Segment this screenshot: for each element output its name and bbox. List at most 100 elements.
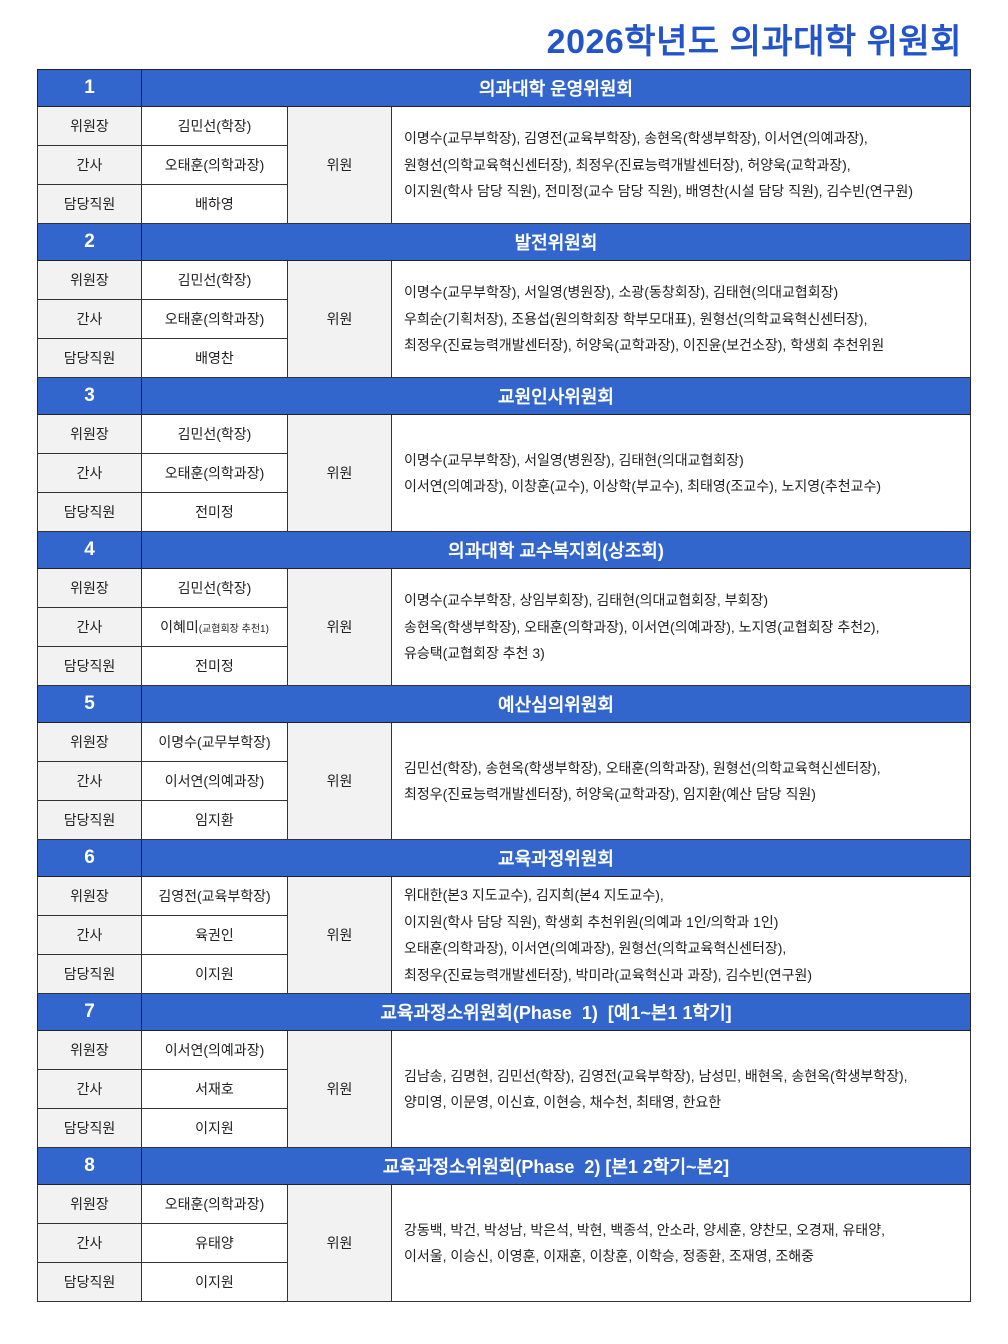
members-list: 김남송, 김명현, 김민선(학장), 김영전(교육부학장), 남성민, 배현옥,… [391, 1030, 971, 1148]
secretary-label: 간사 [37, 453, 142, 493]
committee-name: 의과대학 교수복지회(상조회) [141, 531, 971, 569]
members-line: 김남송, 김명현, 김민선(학장), 김영전(교육부학장), 남성민, 배현옥,… [404, 1067, 908, 1084]
chair-name: 김민선(학장) [141, 260, 288, 300]
committee-header: 4 의과대학 교수복지회(상조회) [37, 531, 971, 569]
staff-name: 이지원 [141, 954, 288, 994]
table-row: 간사 오태훈(의학과장) [37, 145, 971, 185]
secretary-name-text: 육권인 [195, 927, 234, 943]
staff-name: 전미정 [141, 492, 288, 532]
secretary-label: 간사 [37, 915, 142, 955]
secretary-label: 간사 [37, 607, 142, 647]
table-row: 담당직원 전미정 [37, 492, 971, 532]
chair-name-text: 이명수(교무부학장) [158, 734, 271, 750]
members-line: 이명수(교무부학장), 서일영(병원장), 소광(동창회장), 김태현(의대교협… [404, 284, 839, 301]
chair-label: 위원장 [37, 722, 142, 762]
secretary-name: 오태훈(의학과장) [141, 299, 288, 339]
members-list: 이명수(교무부학장), 서일영(병원장), 소광(동창회장), 김태현(의대교협… [391, 260, 971, 378]
table-row: 담당직원 배하영 [37, 184, 971, 224]
chair-name-text: 김민선(학장) [177, 118, 252, 134]
staff-name-text: 배영찬 [195, 350, 234, 366]
members-line: 양미영, 이문영, 이신효, 이현승, 채수천, 최태영, 한요한 [404, 1094, 722, 1110]
staff-label: 담당직원 [37, 646, 142, 686]
table-row: 위원장 김민선(학장) 위원 이명수(교무부학장), 서일영(병원장), 김태현(의대… [37, 414, 971, 532]
staff-name: 이지원 [141, 1262, 288, 1302]
members-line: 강동백, 박건, 박성남, 박은석, 박현, 백종석, 안소라, 양세훈, 양찬… [404, 1221, 885, 1238]
members-list: 김민선(학장), 송현옥(학생부학장), 오태훈(의학과장), 원형선(의학교육… [391, 722, 971, 840]
members-line: 이서울, 이승신, 이영훈, 이재훈, 이창훈, 이학승, 정종환, 조재영, … [404, 1248, 814, 1264]
members-list: 이명수(교무부학장), 김영전(교육부학장), 송현옥(학생부학장), 이서연(… [391, 106, 971, 224]
table-row: 담당직원 배영찬 [37, 338, 971, 378]
secretary-name: 서재호 [141, 1069, 288, 1109]
chair-name-text: 오태훈(의학과장) [164, 1196, 265, 1212]
table-row: 간사 오태훈(의학과장) [37, 453, 971, 493]
staff-name-text: 전미정 [195, 658, 234, 674]
table-row: 담당직원 전미정 [37, 646, 971, 686]
members-line: 이서연(의예과장), 이창훈(교수), 이상학(부교수), 최태영(조교수), … [404, 478, 882, 494]
secretary-name-text: 오태훈(의학과장) [164, 465, 265, 481]
staff-label: 담당직원 [37, 800, 142, 840]
secretary-name-text: 유태양 [195, 1235, 234, 1251]
secretary-name-text: 이서연(의예과장) [164, 773, 265, 789]
members-list: 이명수(교무부학장), 서일영(병원장), 김태현(의대교협회장) 이서연(의예과… [391, 414, 971, 532]
committee-header: 6 교육과정위원회 [37, 839, 971, 877]
committee-number: 5 [37, 685, 142, 723]
chair-label: 위원장 [37, 568, 142, 608]
secretary-label: 간사 [37, 299, 142, 339]
members-line: 유승택(교협회장 추천 3) [404, 645, 545, 662]
members-label: 위원 [287, 876, 392, 994]
table-row: 위원장 김민선(학장) 위원 이명수(교무부학장), 김영전(교육부학장), 송현옥(… [37, 106, 971, 224]
chair-name: 김민선(학장) [141, 568, 288, 608]
table-row: 간사 유태양 [37, 1223, 971, 1263]
table-row: 간사 서재호 [37, 1069, 971, 1109]
staff-name: 배영찬 [141, 338, 288, 378]
committee-header: 7 교육과정소위원회(Phase 1) [예1~본1 1학기] [37, 993, 971, 1031]
committee-header: 8 교육과정소위원회(Phase 2) [본1 2학기~본2] [37, 1147, 971, 1185]
members-line: 오태훈(의학과장), 이서연(의예과장), 원형선(의학교육혁신센터장), [404, 940, 787, 956]
table-row: 간사 이서연(의예과장) [37, 761, 971, 801]
secretary-name-text: 서재호 [195, 1081, 234, 1097]
staff-label: 담당직원 [37, 492, 142, 532]
members-line: 최정우(진료능력개발센터장), 허양욱(교학과장), 임지환(예산 담당 직원) [404, 786, 816, 802]
secretary-name-text: 오태훈(의학과장) [164, 311, 265, 327]
committee-number: 6 [37, 839, 142, 877]
staff-label: 담당직원 [37, 954, 142, 994]
chair-label: 위원장 [37, 106, 142, 146]
chair-name: 김영전(교육부학장) [141, 876, 288, 916]
members-label: 위원 [287, 106, 392, 224]
chair-label: 위원장 [37, 1030, 142, 1070]
committee-name: 발전위원회 [141, 223, 971, 261]
chair-name: 오태훈(의학과장) [141, 1184, 288, 1224]
secretary-label: 간사 [37, 761, 142, 801]
table-row: 간사 이혜미(교협회장 추천1) [37, 607, 971, 647]
secretary-name-text: 오태훈(의학과장) [164, 157, 265, 173]
members-line: 송현옥(학생부학장), 오태훈(의학과장), 이서연(의예과장), 노지영(교협… [404, 618, 880, 635]
committee-header: 5 예산심의위원회 [37, 685, 971, 723]
table-row: 간사 오태훈(의학과장) [37, 299, 971, 339]
secretary-name: 이서연(의예과장) [141, 761, 288, 801]
chair-label: 위원장 [37, 414, 142, 454]
committee-name: 교원인사위원회 [141, 377, 971, 415]
staff-name-text: 임지환 [195, 812, 234, 828]
members-line: 이지원(학사 담당 직원), 학생회 추천위원(의예과 1인/의학과 1인) [404, 913, 779, 930]
committee-name: 교육과정소위원회(Phase 2) [본1 2학기~본2] [141, 1147, 971, 1185]
chair-name: 이명수(교무부학장) [141, 722, 288, 762]
table-row: 위원장 김영전(교육부학장) 위원 위대한(본3 지도교수), 김지희(본4 지도교수… [37, 876, 971, 994]
secretary-name: 오태훈(의학과장) [141, 145, 288, 185]
chair-name: 이서연(의예과장) [141, 1030, 288, 1070]
staff-name-text: 이지원 [195, 966, 234, 982]
committee-number: 1 [37, 69, 142, 107]
members-line: 위대한(본3 지도교수), 김지희(본4 지도교수), [404, 887, 664, 903]
staff-name-text: 이지원 [195, 1274, 234, 1290]
members-line: 최정우(진료능력개발센터장), 박미라(교육혁신과 과장), 김수빈(연구원) [404, 966, 813, 983]
table-row: 위원장 김민선(학장) 위원 이명수(교무부학장), 서일영(병원장), 소광(동창회… [37, 260, 971, 378]
chair-label: 위원장 [37, 1184, 142, 1224]
chair-name: 김민선(학장) [141, 414, 288, 454]
members-line: 김민선(학장), 송현옥(학생부학장), 오태훈(의학과장), 원형선(의학교육… [404, 759, 881, 776]
staff-name: 임지환 [141, 800, 288, 840]
members-line: 이명수(교무부학장), 서일영(병원장), 김태현(의대교협회장) [404, 451, 744, 468]
chair-name: 김민선(학장) [141, 106, 288, 146]
committee-name: 의과대학 운영위원회 [141, 69, 971, 107]
secretary-note: (교협회장 추천1) [198, 624, 269, 635]
members-label: 위원 [287, 1030, 392, 1148]
committee-number: 2 [37, 223, 142, 261]
